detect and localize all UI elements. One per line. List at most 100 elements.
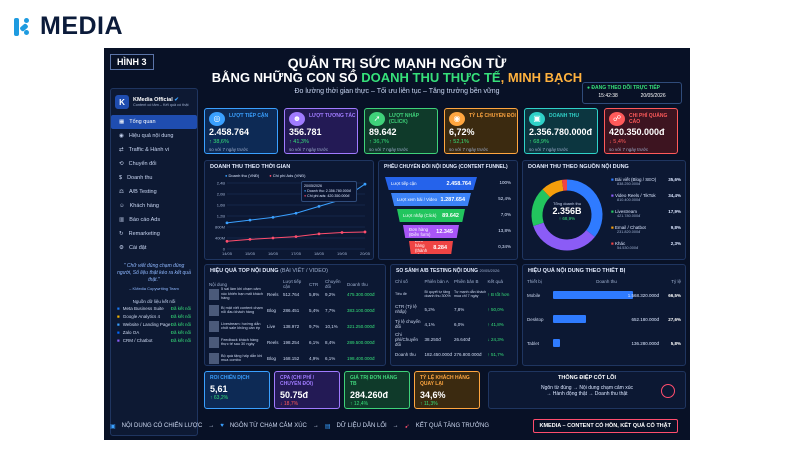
kpi-value: 2.356.780.000đ — [529, 127, 593, 137]
table-cell: 475.300.000đ — [347, 291, 375, 297]
nav-icon: ↻ — [119, 231, 124, 237]
kpi-icon: ◎ — [209, 112, 225, 126]
nav-icon: ⚙ — [119, 245, 124, 251]
insight-panel: THÔNG ĐIỆP CỐT LÕI Ngôn từ đúng → Nội du… — [488, 371, 686, 409]
sidebar-item-3[interactable]: ⟲ Chuyển đổi — [111, 157, 197, 171]
source-icon: ■ — [117, 329, 120, 335]
funnel-stage-pct: 100% — [499, 180, 511, 185]
bottom-kpi-change: ↑ 12,4% — [350, 401, 369, 407]
bottom-kpi-value: 5,61 — [210, 384, 228, 394]
nav-icon: ⟲ — [119, 161, 124, 167]
kpi-icon: ➚ — [369, 112, 385, 126]
device-bar — [553, 291, 633, 299]
table-row[interactable]: Bí mật viết content chạm nỗi đau khách h… — [209, 303, 381, 317]
kpi-label: CHI PHÍ QUẢNG CÁO — [629, 113, 668, 125]
table-row[interactable]: Livestream: hướng dẫn chốt sale không cầ… — [209, 319, 381, 333]
device-name: Mobile — [527, 293, 541, 298]
table-cell: Doanh thu — [395, 351, 416, 357]
revenue-chart-title: DOANH THU THEO THỜI GIAN — [210, 164, 291, 170]
sidebar-item-1[interactable]: ◉ Hiệu quả nội dung — [111, 129, 197, 143]
table-cell: Bí mật viết content chạm nỗi đau khách h… — [221, 305, 263, 315]
sidebar-item-label: A/B Testing — [128, 189, 157, 195]
table-row[interactable]: 5 sai lầm khi chạm cảm xúc khiến bạn mất… — [209, 287, 381, 301]
revenue-chart-panel: DOANH THU THEO THỜI GIAN ● Doanh thu (VN… — [204, 160, 374, 260]
thumbnail — [209, 336, 219, 348]
sidebar-item-5[interactable]: ⚖ A/B Testing — [111, 185, 197, 199]
kpi-icon: ▣ — [529, 112, 545, 126]
table-row: Doanh thu 182.450.000đ 276.800.000đ ↑ 51,7% — [395, 347, 513, 361]
sidebar-item-2[interactable]: ⇄ Traffic & Hành vi — [111, 143, 197, 157]
sidebar-item-6[interactable]: ☺ Khách hàng — [111, 199, 197, 213]
funnel-stage-label: Lượt nhấp (Click) — [403, 213, 437, 218]
table-cell: 6,1% — [325, 355, 336, 361]
device-revenue: 652.180.000đ — [631, 317, 659, 322]
page-subtitle: Đo lường thời gian thực – Tối ưu liên tụ… — [294, 88, 500, 95]
source-icon: ■ — [117, 313, 120, 319]
revenue-donut-chart — [531, 179, 603, 251]
kpi-card: ▣ DOANH THU 2.356.780.000đ ↑ 68,9% so với 7 … — [524, 108, 598, 154]
sidebar-item-8[interactable]: ↻ Remarketing — [111, 227, 197, 241]
kpi-change: ↑ 38,6% — [209, 139, 229, 145]
kpi-sub: so với 7 ngày trước — [449, 147, 489, 152]
table-cell: Live — [267, 323, 276, 329]
funnel-stage: Đơn hàng (Điền form) 12.345 — [403, 225, 459, 238]
sidebar-item-9[interactable]: ⚙ Cài đặt — [111, 241, 197, 255]
table-row[interactable]: Bộ quà tặng hấp dẫn khi mua combo Blog 168… — [209, 351, 381, 365]
rocket-icon: ➹ — [404, 423, 410, 430]
live-indicator: ● ĐANG THEO DÕI TRỰC TIẾP 15:42:38 20/05/… — [582, 82, 682, 104]
source-icon: ■ — [117, 321, 120, 327]
insight-line1: Ngôn từ đúng → Nội dung chạm cảm xúc — [540, 385, 633, 391]
funnel-stage: Đơn hàng (thành công) 8.284 — [409, 241, 453, 254]
live-dot-icon: ● — [587, 85, 591, 91]
source-item: ■ CRM / Chatbot Đã kết nối — [117, 337, 191, 343]
kpi-change: ↑ 36,7% — [369, 139, 389, 145]
funnel-panel: PHỄU CHUYỂN ĐỔI NỘI DUNG (CONTENT FUNNEL… — [378, 160, 518, 260]
sidebar-nav: ▦ Tổng quan ◉ Hiệu quả nội dung ⇄ Traffic & H… — [111, 115, 197, 255]
kpi-value: 6,72% — [449, 127, 475, 137]
ab-test-panel: SO SÁNH A/B TESTING NỘI DUNG 20/05/2026 … — [390, 264, 518, 366]
data-point — [271, 215, 275, 219]
bottom-kpi-card: CPA (CHI PHÍ / CHUYỂN ĐỔI) 50.75đ ↓ 18,7% — [274, 371, 340, 409]
sidebar-item-7[interactable]: ▥ Báo cáo Ads — [111, 213, 197, 227]
profile-card: K KMedia Official ✔ Content có tâm – Kết… — [111, 89, 197, 115]
device-pct: 5,8% — [670, 341, 681, 346]
sidebar-item-label: Traffic & Hành vi — [128, 147, 169, 153]
data-point — [248, 237, 252, 241]
kpi-change: ↑ 52,1% — [449, 139, 469, 145]
sidebar-item-0[interactable]: ▦ Tổng quan — [111, 115, 197, 129]
donut-panel: DOANH THU THEO NGUỒN NỘI DUNG Tổng doanh… — [522, 160, 686, 260]
sidebar-item-4[interactable]: $ Doanh thu — [111, 171, 197, 185]
donut-title: DOANH THU THEO NGUỒN NỘI DUNG — [528, 164, 629, 170]
table-cell: ↑ 51,7% — [487, 351, 504, 357]
table-cell: Tự mạnh dẫn khách mua chỉ 7 ngày — [454, 290, 487, 298]
data-point — [248, 218, 252, 222]
legend-swatch-icon: ■ — [611, 241, 615, 246]
kpi-change: ↓ 5,4% — [609, 139, 626, 145]
kpi-label: LƯỢT TƯƠNG TÁC — [309, 113, 356, 119]
kpi-label: DOANH THU — [549, 113, 579, 119]
table-row: CTR (Tỷ lệ nhấp) 5,2% 7,8% ↑ 50,0% — [395, 302, 513, 316]
legend-swatch-icon: ■ — [611, 177, 615, 182]
table-row: Tiêu đề Bí quyết tự tăng doanh thu 300% Tự… — [395, 287, 513, 301]
table-cell: 26.640đ — [454, 336, 471, 342]
kpi-change: ↑ 68,9% — [529, 139, 549, 145]
kpi-value: 420.350.000đ — [609, 127, 665, 137]
table-cell: 9,7% — [309, 323, 320, 329]
sidebar-quote-author: – KMedia Copywriting Team — [129, 286, 179, 291]
kpi-icon: ☻ — [289, 112, 305, 126]
funnel-stage-value: 8.284 — [433, 244, 447, 251]
table-cell: 198.254 — [283, 339, 300, 345]
donut-slice — [533, 222, 595, 251]
sources-title: Nguồn dữ liệu kết nối — [132, 299, 176, 304]
sidebar-item-label: Hiệu quả nội dung — [128, 133, 174, 139]
dashboard-figure: HÌNH 3 QUẢN TRỊ SỨC MẠNH NGÔN TỪ BẰNG NH… — [104, 48, 690, 440]
table-row: Tỷ lệ chuyển đổi 4,1% 6,0% ↑ 41,8% — [395, 317, 513, 331]
kpi-sub: so với 7 ngày trước — [529, 147, 569, 152]
donut-slice — [542, 179, 564, 198]
source-icon: ■ — [117, 305, 120, 311]
table-cell: Feedback khách hàng thực tế sau 30 ngày — [221, 337, 259, 347]
kpi-label: LƯỢT NHẤP (CLICK) — [389, 113, 419, 125]
table-cell: CTR (Tỷ lệ nhấp) — [395, 304, 417, 314]
table-row[interactable]: Feedback khách hàng thực tế sau 30 ngày R… — [209, 335, 381, 349]
bottom-kpi-label: GIÁ TRỊ ĐƠN HÀNG TB — [350, 375, 398, 387]
